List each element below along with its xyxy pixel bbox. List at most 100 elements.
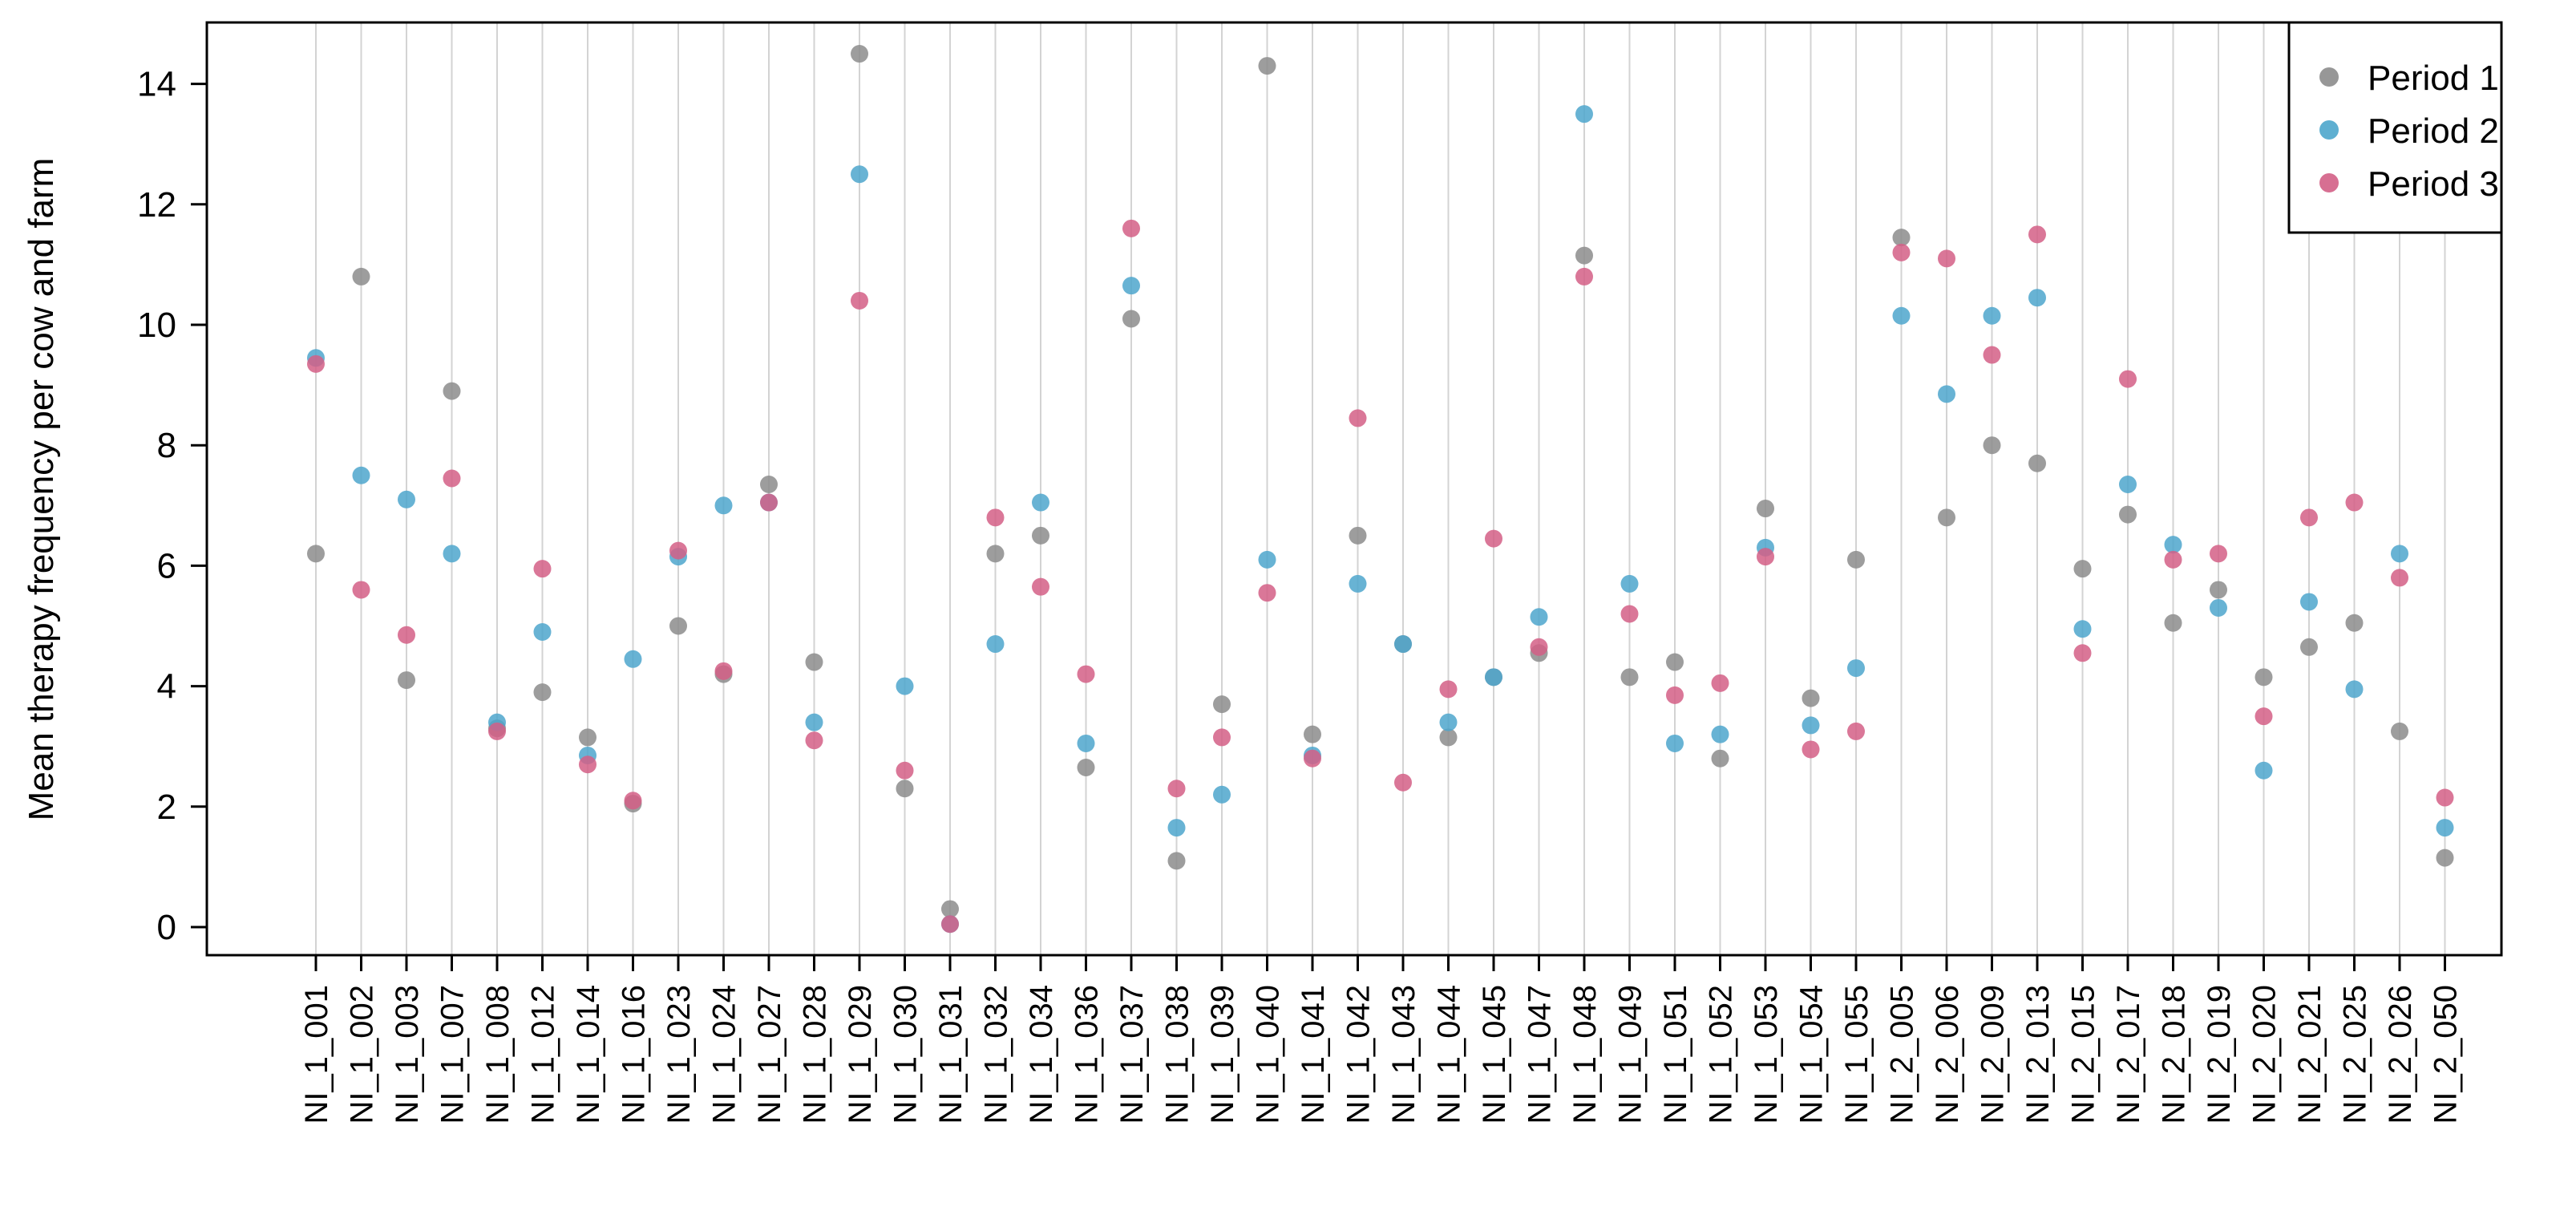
data-point-period-1 bbox=[1666, 653, 1684, 671]
data-point-period-3 bbox=[488, 722, 506, 740]
x-tick-label: NI_1_024 bbox=[707, 985, 742, 1124]
x-tick-label: NI_1_051 bbox=[1658, 985, 1693, 1124]
x-tick-label: NI_1_042 bbox=[1341, 985, 1377, 1124]
data-point-period-2 bbox=[533, 623, 552, 642]
y-tick-label: 0 bbox=[157, 908, 176, 947]
x-tick-label: NI_1_007 bbox=[435, 985, 471, 1124]
x-tick-label: NI_2_026 bbox=[2383, 985, 2418, 1124]
data-point-period-2 bbox=[1983, 306, 2001, 325]
data-point-period-2 bbox=[2119, 476, 2137, 494]
data-point-period-1 bbox=[307, 545, 325, 563]
x-axis: NI_1_001 NI_1_002 NI_1_003 NI_1_007 NI_1_008… bbox=[299, 955, 2464, 1124]
x-tick-label: NI_1_034 bbox=[1024, 985, 1059, 1124]
data-point-period-2 bbox=[1032, 493, 1049, 512]
x-tick-label: NI_1_014 bbox=[571, 985, 606, 1124]
data-point-period-3 bbox=[398, 626, 415, 644]
data-point-period-3 bbox=[624, 792, 642, 810]
data-point-period-3 bbox=[1892, 243, 1911, 261]
data-points bbox=[307, 45, 2454, 934]
data-point-period-1 bbox=[986, 545, 1005, 563]
data-point-period-2 bbox=[1575, 105, 1593, 124]
x-tick-label: NI_1_040 bbox=[1251, 985, 1286, 1124]
data-point-period-1 bbox=[1167, 852, 1186, 870]
data-point-period-3 bbox=[533, 560, 552, 578]
x-tick-label: NI_1_029 bbox=[843, 985, 878, 1124]
data-point-period-1 bbox=[1439, 728, 1458, 747]
data-point-period-1 bbox=[443, 382, 461, 400]
data-point-period-3 bbox=[1620, 605, 1639, 623]
data-point-period-2 bbox=[1620, 574, 1639, 593]
data-point-period-2 bbox=[2210, 598, 2227, 617]
x-tick-label: NI_1_055 bbox=[1839, 985, 1874, 1124]
data-point-period-3 bbox=[307, 354, 325, 373]
x-tick-label: NI_1_037 bbox=[1114, 985, 1150, 1124]
data-point-period-2 bbox=[443, 545, 461, 563]
x-tick-label: NI_2_019 bbox=[2202, 985, 2237, 1124]
y-tick-label: 2 bbox=[157, 788, 176, 827]
legend-label: Period 3 bbox=[2368, 164, 2499, 204]
x-tick-label: NI_1_041 bbox=[1296, 985, 1331, 1124]
data-point-period-3 bbox=[1802, 740, 1820, 759]
x-tick-label: NI_1_038 bbox=[1160, 985, 1195, 1124]
data-point-period-1 bbox=[941, 900, 959, 918]
x-tick-label: NI_1_044 bbox=[1432, 985, 1467, 1124]
data-point-period-3 bbox=[669, 541, 687, 560]
data-point-period-1 bbox=[851, 45, 868, 63]
x-tick-label: NI_2_009 bbox=[1975, 985, 2011, 1124]
data-point-period-2 bbox=[1666, 734, 1684, 752]
data-point-period-1 bbox=[896, 780, 914, 798]
data-point-period-2 bbox=[1485, 668, 1502, 687]
legend-marker bbox=[2319, 67, 2339, 87]
data-point-period-1 bbox=[1213, 695, 1231, 714]
plot-frame bbox=[205, 21, 2503, 957]
data-point-period-3 bbox=[714, 662, 733, 680]
data-point-period-1 bbox=[2436, 849, 2454, 867]
data-point-period-3 bbox=[1167, 780, 1186, 798]
data-point-period-1 bbox=[2255, 668, 2273, 687]
x-tick-label: NI_2_020 bbox=[2247, 985, 2283, 1124]
x-tick-label: NI_1_001 bbox=[299, 985, 334, 1124]
data-point-period-2 bbox=[624, 650, 642, 668]
x-tick-label: NI_1_049 bbox=[1613, 985, 1648, 1124]
x-tick-label: NI_1_053 bbox=[1749, 985, 1784, 1124]
x-tick-label: NI_1_012 bbox=[526, 985, 561, 1124]
data-point-period-3 bbox=[851, 291, 868, 310]
y-tick-label: 8 bbox=[157, 426, 176, 465]
data-point-period-3 bbox=[1847, 722, 1865, 740]
data-point-period-1 bbox=[805, 653, 823, 671]
data-point-period-1 bbox=[1304, 725, 1321, 743]
data-point-period-3 bbox=[2436, 788, 2454, 807]
data-point-period-2 bbox=[1167, 819, 1186, 837]
data-point-period-1 bbox=[2164, 614, 2182, 632]
data-point-period-1 bbox=[2028, 454, 2046, 472]
data-point-period-1 bbox=[2345, 614, 2364, 632]
data-point-period-1 bbox=[1032, 526, 1049, 545]
data-point-period-2 bbox=[1213, 785, 1231, 804]
x-tick-label: NI_1_048 bbox=[1567, 985, 1603, 1124]
data-point-period-1 bbox=[1258, 57, 1276, 75]
data-point-period-3 bbox=[1575, 267, 1593, 286]
data-point-period-2 bbox=[1394, 635, 1412, 654]
data-point-period-2 bbox=[2345, 680, 2364, 699]
x-tick-label: NI_2_050 bbox=[2428, 985, 2464, 1124]
data-point-period-2 bbox=[986, 635, 1005, 654]
x-tick-label: NI_1_023 bbox=[661, 985, 697, 1124]
data-point-period-3 bbox=[1757, 548, 1774, 566]
data-point-period-1 bbox=[352, 267, 370, 286]
y-tick-label: 14 bbox=[137, 65, 176, 104]
x-tick-label: NI_1_028 bbox=[798, 985, 833, 1124]
data-point-period-1 bbox=[1847, 550, 1865, 569]
x-tick-label: NI_1_054 bbox=[1794, 985, 1830, 1124]
data-point-period-3 bbox=[1938, 249, 1955, 268]
x-tick-label: NI_2_018 bbox=[2157, 985, 2192, 1124]
data-point-period-3 bbox=[1213, 728, 1231, 747]
x-tick-label: NI_1_030 bbox=[888, 985, 924, 1124]
y-axis-title: Mean therapy frequency per cow and farm bbox=[22, 158, 61, 821]
data-point-period-3 bbox=[2255, 707, 2273, 726]
data-point-period-2 bbox=[1258, 550, 1276, 569]
data-point-period-1 bbox=[1938, 508, 1955, 527]
data-point-period-2 bbox=[2164, 536, 2182, 554]
data-point-period-2 bbox=[1711, 725, 1729, 743]
data-point-period-2 bbox=[2255, 761, 2273, 780]
x-tick-label: NI_1_043 bbox=[1386, 985, 1421, 1124]
